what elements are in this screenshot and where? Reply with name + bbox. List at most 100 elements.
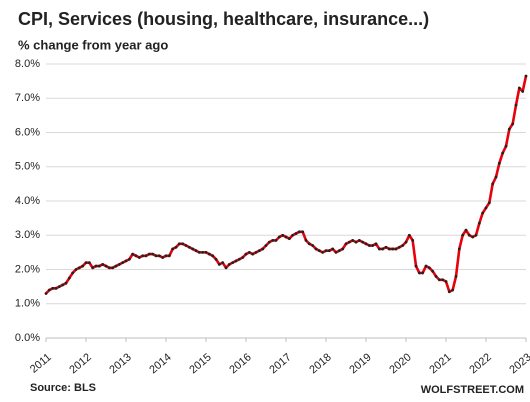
y-tick-label: 2.0%	[15, 263, 40, 275]
data-point	[507, 127, 511, 131]
data-point	[57, 285, 61, 289]
data-point	[407, 233, 411, 237]
data-point	[257, 249, 261, 253]
data-point	[291, 233, 295, 237]
data-point	[81, 264, 85, 268]
data-point	[221, 261, 225, 265]
data-point	[437, 278, 441, 282]
data-point	[314, 247, 318, 251]
data-point	[137, 256, 141, 259]
x-tick-label: 2018	[307, 351, 333, 376]
data-point	[367, 244, 371, 247]
data-point	[134, 254, 138, 258]
data-point	[114, 264, 118, 268]
data-point	[71, 271, 75, 275]
data-point	[111, 266, 115, 270]
data-point	[87, 261, 91, 265]
data-point	[374, 242, 378, 246]
data-point	[231, 261, 235, 265]
data-point	[94, 264, 98, 268]
data-point	[167, 254, 171, 258]
y-tick-label: 3.0%	[15, 229, 40, 241]
data-point	[61, 283, 65, 287]
data-point	[91, 266, 95, 270]
series-line	[45, 75, 528, 295]
data-point	[184, 244, 188, 247]
data-point	[154, 254, 158, 258]
data-point	[224, 266, 228, 270]
data-point	[174, 245, 178, 249]
y-tick-label: 6.0%	[15, 126, 40, 138]
data-point	[284, 235, 288, 239]
data-point	[397, 245, 401, 249]
data-point	[381, 247, 385, 251]
data-point	[241, 256, 245, 259]
data-point	[54, 286, 58, 290]
data-point	[131, 252, 135, 256]
x-tick-label: 2013	[107, 351, 133, 376]
data-point	[214, 257, 218, 261]
data-point	[201, 250, 205, 254]
x-tick-label: 2011	[28, 351, 54, 375]
data-point	[74, 268, 78, 271]
data-point	[287, 237, 291, 241]
data-point	[357, 238, 361, 242]
data-point	[487, 201, 491, 205]
data-point	[424, 264, 428, 268]
data-point	[434, 274, 438, 278]
data-point	[351, 238, 355, 242]
data-point	[104, 264, 108, 268]
data-point	[514, 103, 518, 107]
data-point	[84, 261, 88, 265]
data-point	[271, 238, 275, 242]
data-point	[191, 247, 195, 251]
x-tick-label: 2012	[67, 351, 93, 376]
data-point	[297, 230, 301, 234]
data-point	[304, 238, 308, 242]
data-point	[244, 252, 248, 256]
data-point	[387, 247, 391, 251]
chart-title: CPI, Services (housing, healthcare, insu…	[18, 9, 429, 29]
data-point	[504, 144, 508, 148]
y-tick-label: 8.0%	[15, 58, 40, 70]
data-point	[127, 257, 131, 261]
data-point	[331, 247, 335, 251]
data-point	[474, 233, 478, 237]
data-point	[364, 242, 368, 246]
data-point	[347, 240, 351, 244]
data-point	[64, 281, 68, 285]
data-point	[384, 245, 388, 249]
data-point	[124, 259, 128, 263]
y-tick-label: 5.0%	[15, 161, 40, 173]
source: Source: BLS	[30, 382, 96, 394]
data-point	[77, 266, 81, 270]
data-point	[321, 250, 325, 254]
data-point	[464, 228, 468, 232]
data-point	[344, 242, 348, 246]
data-point	[481, 211, 485, 215]
data-point	[251, 252, 255, 256]
y-tick-label: 4.0%	[15, 195, 40, 207]
x-tick-label: 2021	[427, 351, 453, 376]
data-point	[294, 232, 298, 235]
x-tick-label: 2017	[267, 351, 293, 376]
data-point	[161, 256, 165, 259]
credit: WOLFSTREET.COM	[421, 384, 524, 396]
data-point	[194, 249, 198, 253]
data-point	[501, 151, 505, 155]
data-point	[411, 238, 415, 242]
data-point	[207, 252, 211, 256]
data-point	[307, 242, 311, 246]
data-point	[334, 250, 338, 254]
data-point	[157, 254, 161, 258]
data-point	[197, 250, 201, 254]
data-point	[301, 230, 305, 234]
data-point	[354, 240, 358, 244]
data-point	[264, 244, 268, 247]
data-point	[491, 182, 495, 186]
data-point	[324, 249, 328, 253]
x-tick-label: 2020	[387, 351, 413, 376]
data-point	[394, 247, 398, 251]
data-point	[177, 242, 181, 246]
data-point	[461, 233, 465, 237]
